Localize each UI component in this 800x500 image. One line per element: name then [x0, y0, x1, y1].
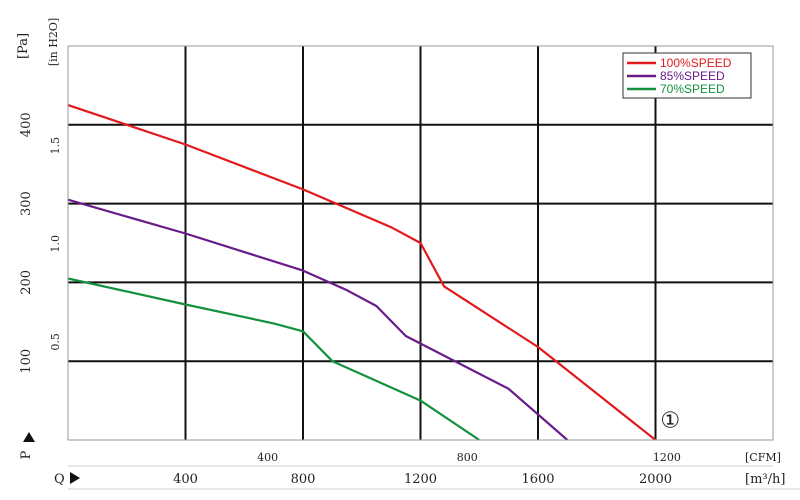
cfm-tick-label: 1200	[653, 451, 681, 464]
m3h-tick-label: 800	[291, 472, 316, 487]
m3h-tick-label: 1200	[404, 472, 437, 487]
pa-tick-label: 400	[19, 112, 34, 137]
legend-label: 100%SPEED	[660, 56, 732, 70]
cfm-tick-label: 400	[257, 451, 278, 464]
m3h-tick-label: 2000	[639, 472, 672, 487]
pa-tick-label: 200	[19, 270, 34, 295]
p-axis-letter: P	[19, 450, 34, 459]
plot-frame	[67, 45, 774, 441]
cfm-tick-label: 800	[457, 451, 478, 464]
pa-unit-label: [Pa]	[16, 33, 31, 59]
pa-tick-label: 100	[19, 349, 34, 374]
tick-labels: 100 200 300 400 0.5 1.0 1.5 400 800 1200 400 800 120…	[19, 112, 681, 487]
legend-label: 70%SPEED	[660, 82, 725, 96]
legend-label: 85%SPEED	[660, 69, 725, 83]
m3h-unit-label: [m³/h]	[745, 472, 785, 487]
series-line-85-speed	[67, 198, 569, 441]
inh2o-unit-label: [in H2O]	[47, 18, 60, 66]
inh2o-tick-label: 1.0	[49, 235, 62, 253]
curve-number-annotation: ①	[660, 408, 680, 433]
series-group	[67, 104, 657, 441]
m3h-tick-label: 1600	[521, 472, 554, 487]
series-line-70-speed	[67, 277, 480, 441]
inh2o-tick-label: 1.5	[49, 137, 62, 155]
p-axis-arrow-icon	[23, 432, 35, 442]
pa-tick-label: 300	[19, 191, 34, 216]
cfm-unit-label: [CFM]	[745, 451, 781, 464]
q-axis-arrow-icon	[70, 472, 80, 484]
q-axis-letter: Q	[54, 472, 65, 487]
m3h-tick-label: 400	[173, 472, 198, 487]
inh2o-tick-label: 0.5	[49, 333, 62, 351]
series-line-100-speed	[67, 104, 657, 441]
